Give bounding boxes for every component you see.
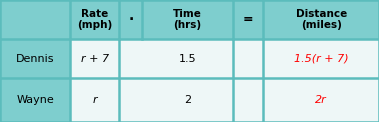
Text: Dennis: Dennis — [16, 54, 54, 64]
Text: Distance
(miles): Distance (miles) — [296, 9, 347, 30]
Text: 2: 2 — [184, 95, 191, 105]
Bar — [0, 39, 70, 122]
Text: Rate
(mph): Rate (mph) — [77, 9, 113, 30]
Text: ·: · — [128, 13, 133, 26]
Text: 1.5: 1.5 — [179, 54, 196, 64]
Bar — [70, 39, 379, 78]
Text: r: r — [92, 95, 97, 105]
Text: 1.5(r + 7): 1.5(r + 7) — [294, 54, 349, 64]
Text: =: = — [243, 13, 254, 26]
Text: Time
(hrs): Time (hrs) — [173, 9, 202, 30]
Text: 2r: 2r — [315, 95, 327, 105]
Text: r + 7: r + 7 — [81, 54, 109, 64]
Bar — [0, 0, 379, 39]
Text: Wayne: Wayne — [16, 95, 54, 105]
Bar — [70, 78, 379, 122]
